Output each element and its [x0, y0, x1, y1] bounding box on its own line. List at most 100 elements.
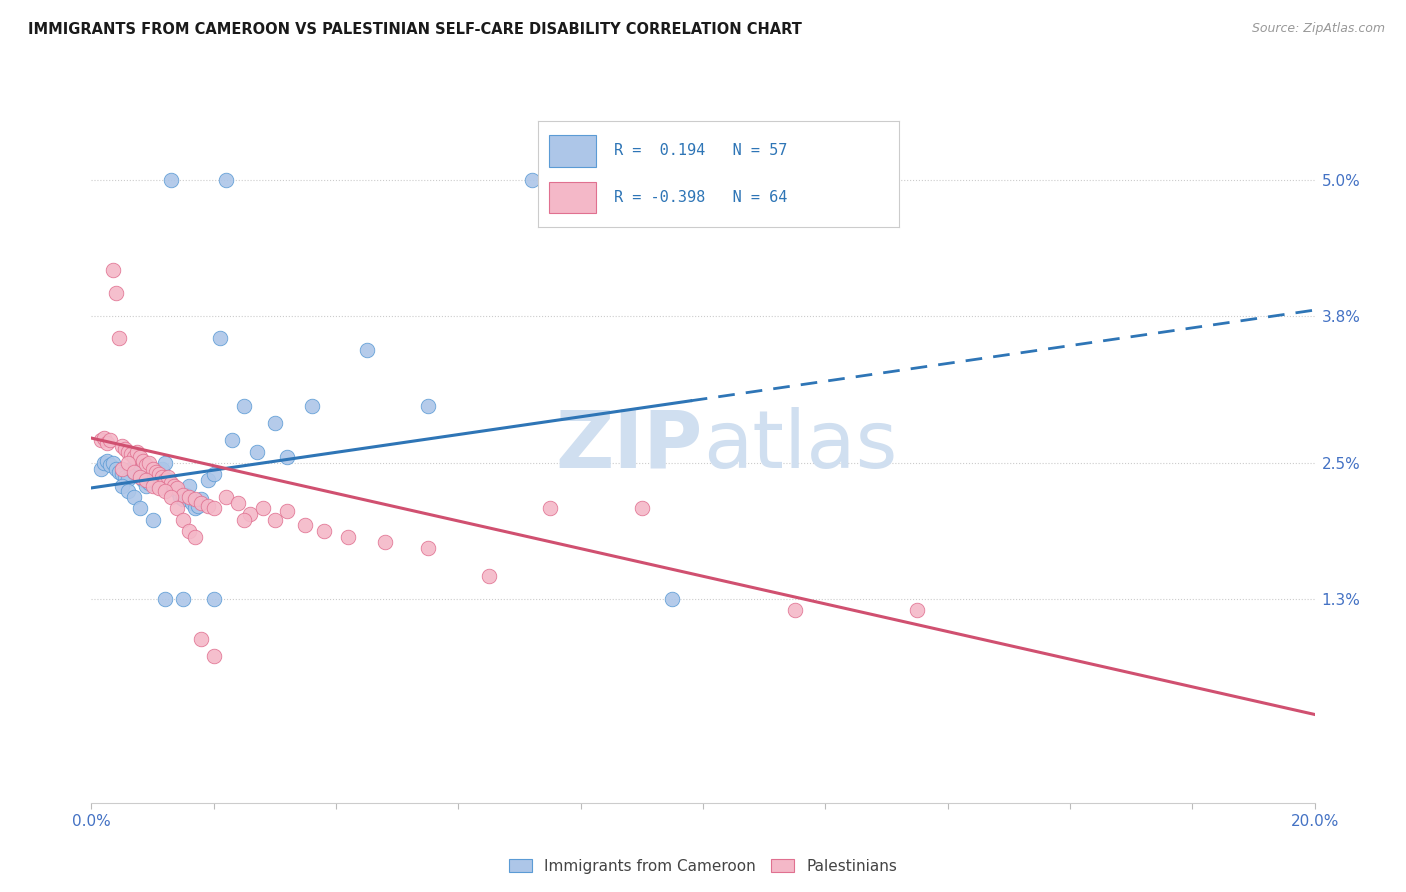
Point	[202, 648, 225, 663]
Point	[98, 458, 121, 473]
Text: atlas: atlas	[703, 407, 897, 485]
Point	[197, 473, 219, 487]
Point	[108, 331, 131, 345]
Point	[169, 490, 191, 504]
Point	[129, 469, 152, 483]
Point	[148, 467, 170, 482]
Point	[150, 461, 173, 475]
Point	[138, 476, 160, 491]
Point	[160, 173, 183, 187]
Point	[93, 431, 115, 445]
Point	[166, 484, 188, 499]
Point	[215, 173, 238, 187]
Point	[98, 434, 121, 448]
Point	[264, 513, 287, 527]
Point	[141, 513, 163, 527]
Point	[181, 495, 204, 509]
Point	[245, 444, 267, 458]
Point	[233, 513, 256, 527]
Point	[538, 501, 561, 516]
Point	[374, 535, 396, 549]
Point	[138, 456, 160, 470]
Point	[172, 488, 194, 502]
Point	[226, 495, 249, 509]
Point	[163, 478, 186, 492]
Point	[202, 501, 225, 516]
Point	[356, 343, 378, 357]
Point	[135, 473, 157, 487]
Point	[301, 400, 323, 414]
Point	[101, 263, 124, 277]
Point	[631, 501, 654, 516]
Point	[153, 473, 176, 487]
Text: Source: ZipAtlas.com: Source: ZipAtlas.com	[1251, 22, 1385, 36]
Point	[114, 442, 136, 457]
Point	[120, 447, 142, 461]
Point	[190, 495, 212, 509]
Point	[127, 456, 149, 470]
Point	[135, 478, 157, 492]
Point	[129, 450, 152, 465]
Point	[160, 478, 183, 492]
Point	[264, 417, 287, 431]
Point	[141, 461, 163, 475]
Point	[145, 465, 167, 479]
Point	[122, 490, 145, 504]
Point	[127, 444, 149, 458]
Point	[111, 467, 134, 482]
Text: ZIP: ZIP	[555, 407, 703, 485]
Point	[520, 173, 543, 187]
Point	[276, 503, 298, 517]
Legend: Immigrants from Cameroon, Palestinians: Immigrants from Cameroon, Palestinians	[503, 853, 903, 880]
Point	[337, 530, 360, 544]
Point	[117, 444, 139, 458]
Point	[153, 591, 176, 606]
Point	[108, 465, 131, 479]
Point	[104, 286, 127, 301]
Point	[93, 456, 115, 470]
Point	[150, 469, 173, 483]
Point	[783, 603, 806, 617]
Point	[233, 400, 256, 414]
Point	[145, 469, 167, 483]
Point	[276, 450, 298, 465]
Point	[104, 461, 127, 475]
Point	[172, 492, 194, 507]
Point	[905, 603, 928, 617]
Point	[132, 473, 155, 487]
Point	[122, 465, 145, 479]
Point	[208, 331, 231, 345]
Point	[120, 461, 142, 475]
Point	[179, 490, 201, 504]
Point	[141, 478, 163, 492]
Point	[153, 456, 176, 470]
Point	[160, 476, 183, 491]
Point	[184, 530, 207, 544]
Point	[114, 469, 136, 483]
Point	[129, 501, 152, 516]
Point	[478, 569, 501, 583]
Point	[179, 478, 201, 492]
Point	[129, 469, 152, 483]
Point	[101, 456, 124, 470]
Point	[117, 472, 139, 486]
Point	[416, 400, 439, 414]
Point	[239, 507, 262, 521]
Point	[111, 478, 134, 492]
Point	[90, 434, 112, 448]
Point	[156, 473, 179, 487]
Point	[117, 456, 139, 470]
Point	[190, 492, 212, 507]
Point	[221, 434, 243, 448]
Point	[312, 524, 335, 538]
Point	[215, 490, 238, 504]
Point	[96, 435, 118, 450]
Point	[416, 541, 439, 555]
Point	[148, 481, 170, 495]
Point	[184, 501, 207, 516]
Point	[111, 439, 134, 453]
Point	[135, 458, 157, 473]
Point	[111, 461, 134, 475]
Point	[661, 591, 683, 606]
Point	[202, 591, 225, 606]
